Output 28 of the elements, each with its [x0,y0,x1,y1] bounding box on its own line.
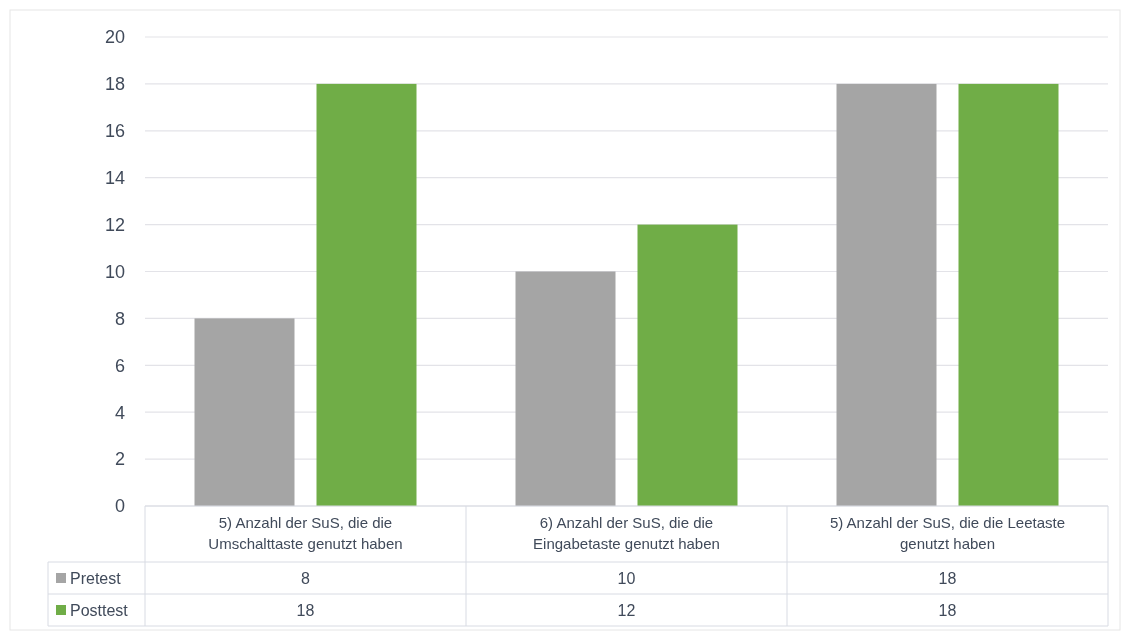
data-label: 10 [617,569,636,587]
y-tick-label: 10 [104,261,125,282]
y-tick-label: 8 [114,308,125,329]
legend-label: Pretest [70,569,122,587]
bar [836,83,937,506]
x-tick-label: 5) Anzahl der SuS, die die Umschalttaste genutzt haben [208,514,403,552]
bar [515,271,616,506]
y-tick-label: 18 [104,74,125,95]
data-label: 18 [938,569,957,587]
y-tick-label: 16 [104,121,125,142]
y-tick-label: 20 [104,27,125,48]
y-tick-label: 0 [114,496,125,517]
y-tick-label: 12 [104,214,125,235]
x-tick-label: 5) Anzahl der SuS, die die Leetaste genutzt haben [829,514,1066,552]
bar [958,83,1059,506]
x-tick-label: 6) Anzahl der SuS, die die Eingabetaste genutzt haben [533,514,720,552]
y-tick-label: 4 [114,402,125,423]
legend-label: Posttest [70,601,129,619]
y-tick-label: 14 [104,168,125,188]
data-label: 18 [938,601,957,619]
bar [194,318,295,506]
data-label: 12 [617,601,636,619]
data-label: 8 [301,569,311,587]
data-label: 18 [296,601,315,619]
y-tick-label: 2 [114,449,125,470]
y-tick-label: 6 [114,355,125,376]
bar [637,224,738,506]
bar [316,83,417,506]
